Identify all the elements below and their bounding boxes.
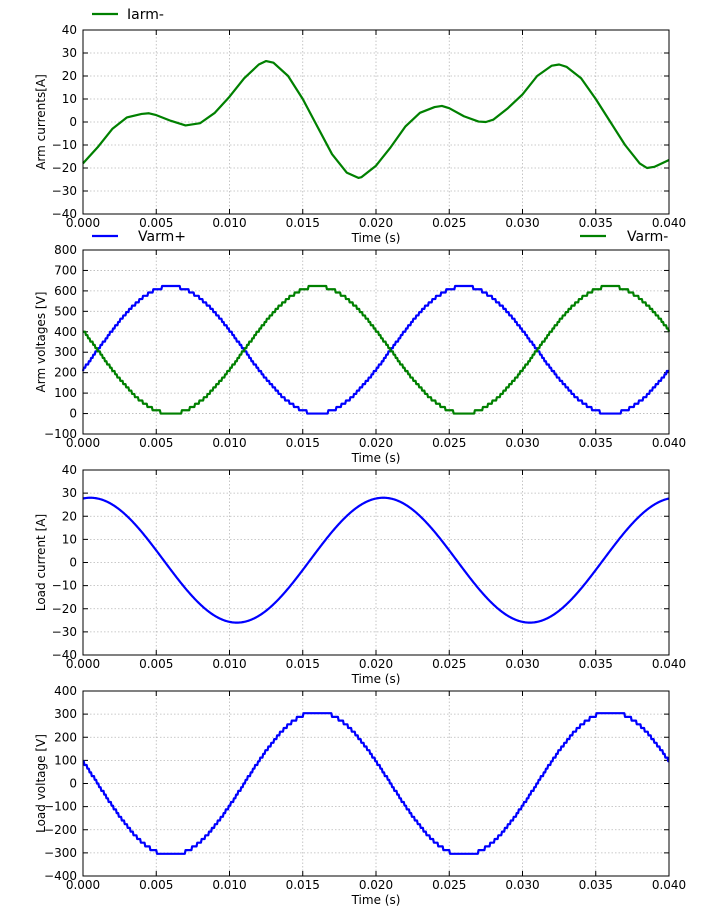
panel2-ytick-label: 100 xyxy=(54,386,77,400)
panel4-xtick-label: 0.000 xyxy=(66,878,100,892)
panel2-ytick-label: −100 xyxy=(44,427,77,441)
panel1-plot-frame xyxy=(82,29,670,215)
panel3-ytick-label: 0 xyxy=(69,556,77,570)
panel3-xtick-label: 0.035 xyxy=(579,657,613,671)
panel3-xaxis-label: Time (s) xyxy=(351,672,401,686)
panel4-series-0 xyxy=(82,712,670,855)
panel1-ytick-label: 20 xyxy=(62,69,77,83)
panel2-ytick-label: 400 xyxy=(54,325,77,339)
panel2-legend-label: Varm- xyxy=(627,229,668,245)
panel4-xtick-label: 0.035 xyxy=(579,878,613,892)
panel2-ytick-label: 300 xyxy=(54,345,77,359)
panel4-ytick-label: 0 xyxy=(69,777,77,791)
panel3-xtick-label: 0.005 xyxy=(139,657,173,671)
panel1-xtick-label: 0.035 xyxy=(579,216,613,230)
panel3-ytick-label: 10 xyxy=(62,532,77,546)
panel3-ytick-label: 20 xyxy=(62,509,77,523)
panel2-xtick-label: 0.030 xyxy=(505,436,539,450)
panel2-yaxis-label: Arm voltages [V] xyxy=(34,292,48,393)
panel2-xtick-label: 0.005 xyxy=(139,436,173,450)
panel3-plot-frame xyxy=(82,469,670,656)
panel2-xtick-label: 0.035 xyxy=(579,436,613,450)
panel2-xtick-label: 0.025 xyxy=(432,436,466,450)
panel3-xtick-label: 0.025 xyxy=(432,657,466,671)
panel1-ytick-label: 0 xyxy=(69,115,77,129)
panel1-ytick-label: 40 xyxy=(62,23,77,37)
panel1-ytick-label: −30 xyxy=(52,184,77,198)
panel3-ytick-label: 30 xyxy=(62,486,77,500)
panel3-series-0 xyxy=(82,496,670,624)
panel2-ytick-label: 200 xyxy=(54,366,77,380)
panel2-series-varm- xyxy=(82,284,671,415)
panel2-ytick-label: 700 xyxy=(54,263,77,277)
panel1-xaxis-label: Time (s) xyxy=(351,231,401,245)
panel4-yaxis-label: Load voltage [V] xyxy=(34,734,48,833)
panel2-xaxis-label: Time (s) xyxy=(351,451,401,465)
panel3-xtick-label: 0.040 xyxy=(652,657,686,671)
panel4-ytick-label: 300 xyxy=(54,707,77,721)
panel1-xtick-label: 0.010 xyxy=(212,216,246,230)
panel2-xtick-label: 0.000 xyxy=(66,436,100,450)
panel2-xtick-label: 0.015 xyxy=(286,436,320,450)
panel2-series-varm- xyxy=(81,284,670,415)
panel1-xtick-label: 0.000 xyxy=(66,216,100,230)
panel1-xtick-label: 0.005 xyxy=(139,216,173,230)
panel2-ytick-label: 500 xyxy=(54,304,77,318)
panel4-ytick-label: 100 xyxy=(54,753,77,767)
panel1-ytick-label: 10 xyxy=(62,92,77,106)
panel4-ytick-label: −300 xyxy=(44,846,77,860)
panel1-yaxis-label: Arm currents[A] xyxy=(34,74,48,170)
panel4-ytick-label: 200 xyxy=(54,730,77,744)
panel2-plot-frame xyxy=(82,249,670,435)
panel3-xtick-label: 0.030 xyxy=(505,657,539,671)
panel2-ytick-label: 800 xyxy=(54,243,77,257)
panel4-xtick-label: 0.040 xyxy=(652,878,686,892)
panel1-xtick-label: 0.040 xyxy=(652,216,686,230)
panel3-ytick-label: −10 xyxy=(52,579,77,593)
panel3-ytick-label: −40 xyxy=(52,648,77,662)
panel1-ytick-label: −40 xyxy=(52,207,77,221)
panel1-xtick-label: 0.030 xyxy=(505,216,539,230)
panel1-series-iarm- xyxy=(82,59,670,179)
panel3-xtick-label: 0.000 xyxy=(66,657,100,671)
panel1-xtick-label: 0.015 xyxy=(286,216,320,230)
panel3-yaxis-label: Load current [A] xyxy=(34,514,48,611)
panel2-xtick-label: 0.010 xyxy=(212,436,246,450)
panel2-legend-label: Varm+ xyxy=(138,229,186,245)
panel4-ytick-label: −200 xyxy=(44,823,77,837)
panel1-ytick-label: −10 xyxy=(52,138,77,152)
panel1-legend-label: Iarm- xyxy=(127,7,164,23)
panel1-xtick-label: 0.025 xyxy=(432,216,466,230)
panel2-xtick-label: 0.020 xyxy=(359,436,393,450)
panel4-xtick-label: 0.020 xyxy=(359,878,393,892)
panel4-xtick-label: 0.005 xyxy=(139,878,173,892)
panel3-ytick-label: 40 xyxy=(62,463,77,477)
panel1-xtick-label: 0.020 xyxy=(359,216,393,230)
panel4-xaxis-label: Time (s) xyxy=(351,893,401,907)
panel4-xtick-label: 0.025 xyxy=(432,878,466,892)
panel2-xtick-label: 0.040 xyxy=(652,436,686,450)
panel3-ytick-label: −30 xyxy=(52,625,77,639)
panel1-ytick-label: −20 xyxy=(52,161,77,175)
panel3-xtick-label: 0.015 xyxy=(286,657,320,671)
panel3-ytick-label: −20 xyxy=(52,602,77,616)
panel4-ytick-label: −100 xyxy=(44,800,77,814)
panel4-ytick-label: −400 xyxy=(44,869,77,883)
panel4-ytick-label: 400 xyxy=(54,684,77,698)
panel2-ytick-label: 0 xyxy=(69,407,77,421)
panel4-xtick-label: 0.015 xyxy=(286,878,320,892)
panel4-xtick-label: 0.030 xyxy=(505,878,539,892)
panel3-xtick-label: 0.010 xyxy=(212,657,246,671)
panel1-ytick-label: 30 xyxy=(62,46,77,60)
panel4-xtick-label: 0.010 xyxy=(212,878,246,892)
panel3-xtick-label: 0.020 xyxy=(359,657,393,671)
panel4-plot-frame xyxy=(82,690,670,877)
panel2-ytick-label: 600 xyxy=(54,284,77,298)
